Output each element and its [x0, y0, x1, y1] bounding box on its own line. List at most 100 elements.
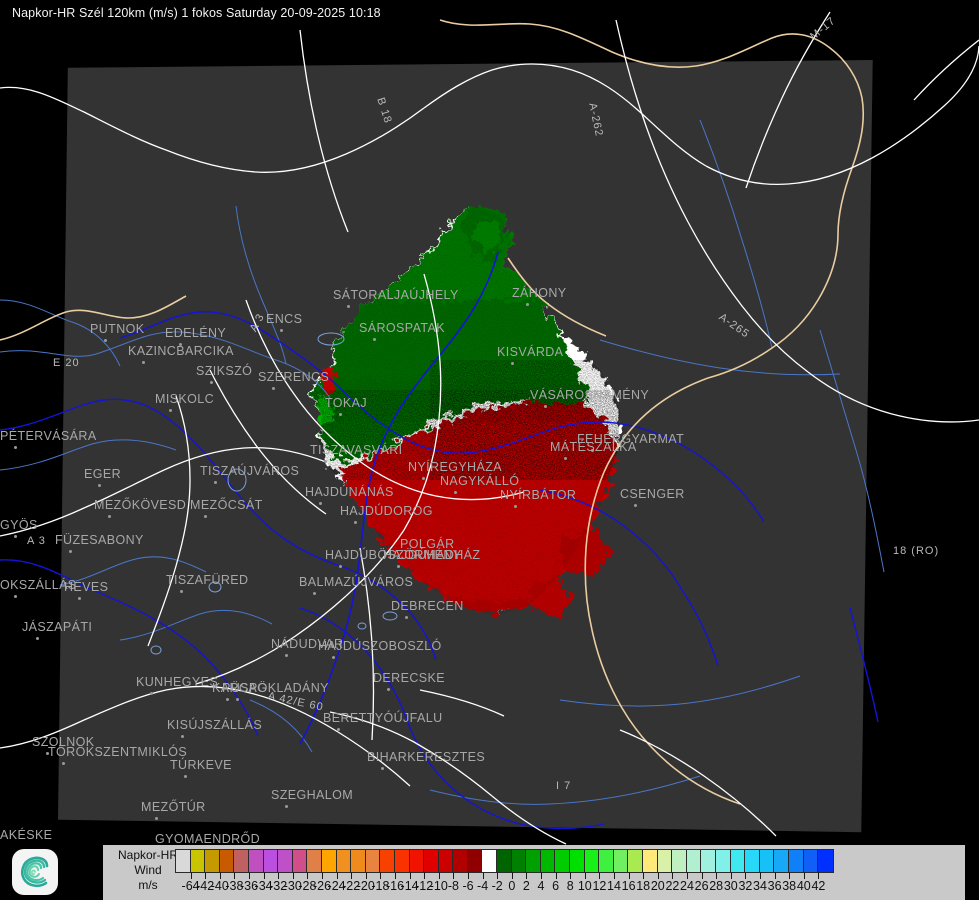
place-label: PUTNOK — [90, 322, 145, 336]
place-label: GYOMAENDRŐD — [155, 832, 261, 845]
place-label: SZEGHALOM — [271, 788, 354, 802]
legend-tick-label: 24 — [680, 879, 694, 893]
place-label: HAJDÚDOROG — [340, 504, 433, 518]
place-label: HAJDÚNÁNÁS — [305, 485, 394, 499]
road-label: A 3 — [27, 535, 46, 547]
town-marker — [280, 329, 283, 332]
legend-swatch — [526, 850, 541, 872]
place-label: MEZŐKÖVESD — [94, 498, 187, 512]
town-marker — [285, 805, 288, 808]
place-label: FÜZESABONY — [55, 533, 144, 547]
town-marker — [285, 654, 288, 657]
legend-swatch — [482, 850, 498, 872]
legend-swatch — [511, 850, 527, 872]
met-service-logo — [12, 849, 58, 895]
town-marker — [337, 728, 340, 731]
legend-swatch — [599, 850, 614, 872]
legend-tick — [482, 872, 484, 879]
legend-swatch — [701, 850, 716, 872]
place-label: KISÚJSZÁLLÁS — [167, 718, 263, 732]
town-marker — [422, 477, 425, 480]
place-label: ZÁHONY — [512, 286, 567, 300]
legend-tick — [760, 872, 761, 879]
legend-tick-label: -4 — [477, 879, 489, 893]
legend-swatch — [759, 850, 775, 872]
place-label: BALMAZÚJVÁROS — [299, 575, 414, 589]
legend-tick-label: -26 — [312, 879, 332, 893]
legend-tick — [292, 872, 294, 879]
place-label: HAJDÚSZOBOSZLÓ — [318, 639, 442, 653]
road-label: M-17 — [808, 14, 839, 43]
place-label: NÁDUDVAR — [271, 637, 344, 651]
legend-tick-label: -14 — [400, 879, 419, 893]
town-marker — [339, 565, 342, 568]
legend-swatch — [672, 850, 687, 872]
legend-swatch — [248, 850, 264, 872]
legend-tick — [234, 872, 236, 879]
legend-swatch — [628, 850, 643, 872]
legend-tick-label: -8 — [447, 879, 459, 893]
place-label: EDELÉNY — [165, 326, 227, 340]
place-label: DEBRECEN — [391, 599, 464, 613]
legend-swatch — [438, 850, 454, 872]
legend-tick — [322, 872, 323, 879]
legend-swatch — [424, 850, 439, 872]
legend-tick — [395, 872, 396, 879]
legend-tick — [614, 872, 615, 879]
town-marker — [324, 460, 327, 463]
place-label: POLGÁR — [400, 537, 455, 551]
legend-tick — [409, 872, 411, 879]
legend-swatch — [176, 850, 191, 872]
place-label: SÁROSPATAK — [359, 321, 445, 335]
legend-tick — [643, 872, 645, 879]
legend-tick — [745, 872, 747, 879]
legend-tick — [497, 872, 499, 879]
legend-swatch — [745, 850, 760, 872]
place-label: GYÖS — [0, 518, 38, 532]
hydrography-layer — [0, 119, 885, 830]
legend-swatch — [584, 850, 600, 872]
legend-swatch — [365, 850, 381, 872]
legend-tick-label: 0 — [508, 879, 516, 893]
town-marker — [104, 339, 107, 342]
legend-tick — [336, 872, 338, 879]
legend-tick-label: -18 — [371, 879, 390, 893]
legend-tick — [511, 872, 513, 879]
border-layer — [0, 19, 865, 805]
town-marker — [214, 481, 217, 484]
legend-tick — [365, 872, 367, 879]
town-marker — [180, 590, 183, 593]
town-marker — [634, 504, 637, 507]
radar-map[interactable]: PUTNOK EDELÉNY KAZINCBARCIKA SZIKSZÓ SZERENC… — [0, 0, 979, 845]
town-marker — [236, 698, 239, 701]
town-marker — [347, 305, 350, 308]
road-label: A 42/E 60 — [266, 690, 325, 714]
legend-swatch — [788, 850, 804, 872]
legend-tick-label: 42 — [811, 879, 826, 893]
legend-tick — [672, 872, 674, 879]
legend-tick-label: -16 — [385, 879, 405, 893]
place-labels-layer: PUTNOK EDELÉNY KAZINCBARCIKA SZIKSZÓ SZERENC… — [0, 286, 684, 845]
legend-swatch — [307, 850, 322, 872]
town-marker — [62, 762, 65, 765]
legend-tick — [380, 872, 382, 879]
legend-tick-label: -40 — [210, 879, 229, 893]
town-marker — [14, 446, 17, 449]
road-label: A-265 — [716, 311, 752, 341]
place-label: BERETTYÓÚJFALU — [323, 711, 443, 725]
place-label: MISKOLC — [155, 392, 215, 406]
legend-bar: Napkor-HR Wind m/s -64 -42 -40 -38 -36 -34 -32… — [0, 845, 979, 900]
place-label: EGER — [84, 467, 122, 481]
town-marker — [142, 361, 145, 364]
legend-tick-label: 22 — [665, 879, 680, 893]
legend-swatch — [263, 850, 279, 872]
town-marker — [373, 338, 376, 341]
legend-tick-label: -28 — [298, 879, 317, 893]
place-label: SZOLNOK — [32, 735, 95, 749]
legend-tick — [584, 872, 586, 879]
legend-tick-label: 40 — [796, 879, 811, 893]
place-label: ENCS — [266, 312, 303, 326]
place-label: MÁTÉSZALKA — [550, 440, 637, 454]
town-marker — [78, 597, 81, 600]
